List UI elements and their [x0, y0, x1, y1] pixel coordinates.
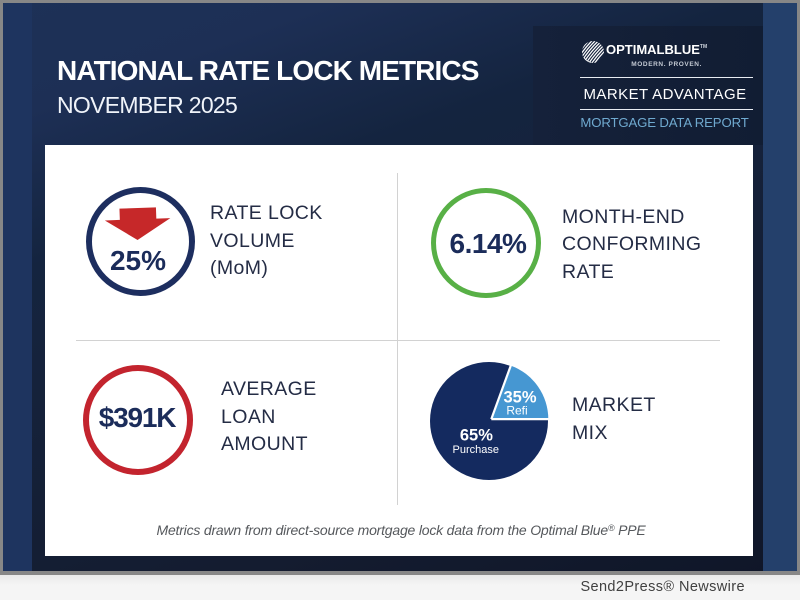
svg-text:65%: 65% [460, 427, 493, 445]
svg-text:Refi: Refi [506, 404, 527, 418]
svg-text:Purchase: Purchase [453, 444, 499, 456]
svg-text:35%: 35% [503, 389, 536, 407]
